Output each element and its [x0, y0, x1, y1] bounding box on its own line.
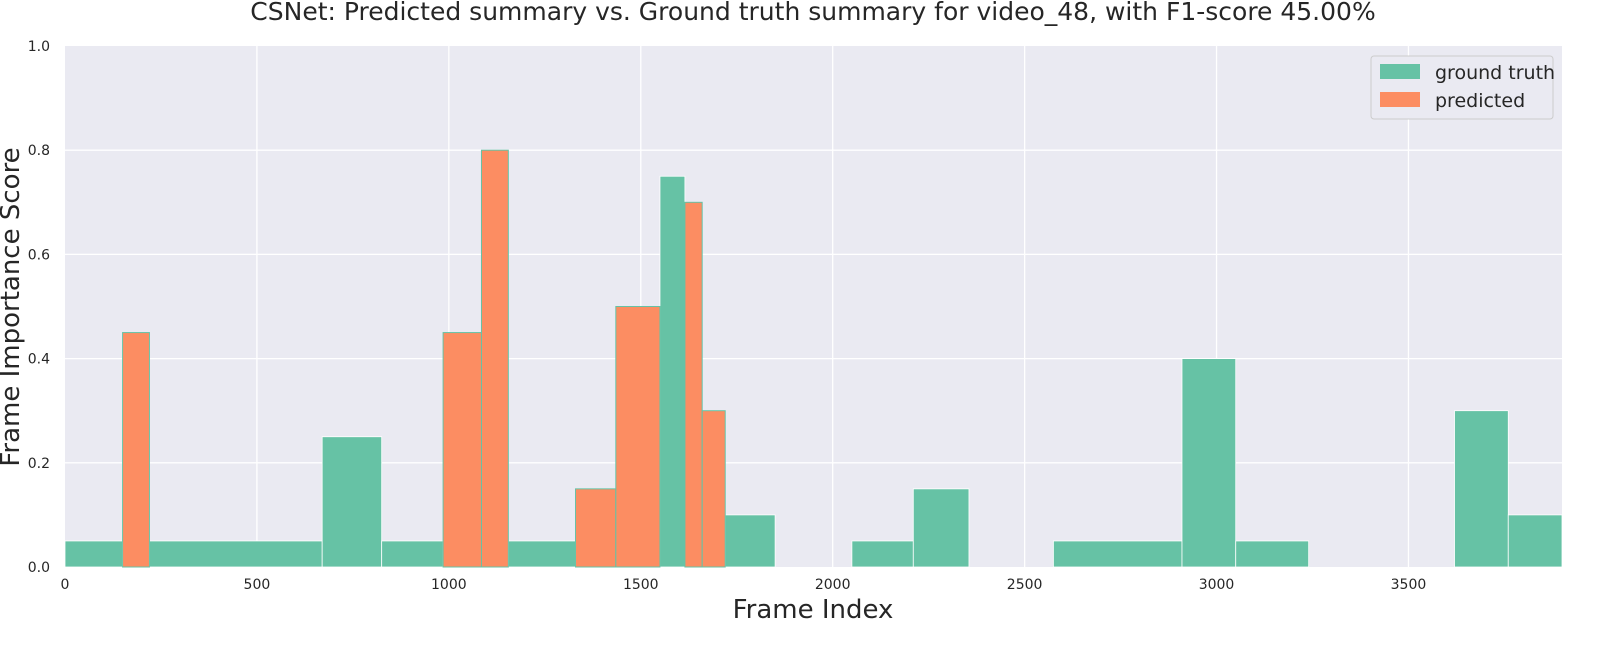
chart-title: CSNet: Predicted summary vs. Ground trut… — [250, 0, 1375, 26]
x-tick-label: 3000 — [1199, 577, 1235, 593]
y-axis-label: Frame Importance Score — [0, 147, 26, 466]
x-tick-label: 3500 — [1391, 577, 1427, 593]
y-tick-label: 0.8 — [28, 143, 50, 159]
y-tick-label: 0.6 — [28, 247, 50, 263]
x-ticks: 0 500 1000 1500 2000 2500 3000 3500 — [61, 577, 1427, 593]
ground-truth-bar — [1454, 410, 1509, 568]
legend: ground truth predicted — [1370, 55, 1555, 120]
legend-swatch-predicted — [1380, 92, 1420, 107]
y-tick-label: 0.2 — [28, 456, 50, 472]
bars — [64, 149, 1563, 568]
predicted-bar — [684, 201, 703, 568]
ground-truth-bar — [321, 436, 383, 568]
ground-truth-bar — [1181, 358, 1237, 568]
ground-truth-bar — [912, 488, 970, 568]
x-tick-label: 2000 — [815, 577, 851, 593]
legend-label-ground-truth: ground truth — [1435, 62, 1555, 84]
legend-swatch-ground-truth — [1380, 64, 1420, 79]
predicted-bar — [701, 410, 726, 568]
plot-area — [65, 46, 1562, 567]
x-axis-label: Frame Index — [733, 595, 894, 625]
ground-truth-bar — [149, 540, 323, 568]
y-tick-label: 0.0 — [28, 560, 50, 576]
grid — [65, 46, 1562, 567]
ground-truth-bar — [659, 175, 686, 568]
y-ticks: 0.0 0.2 0.4 0.6 0.8 1.0 — [28, 39, 50, 576]
predicted-bar — [575, 488, 617, 568]
ground-truth-bar — [507, 540, 576, 568]
x-tick-label: 2500 — [1007, 577, 1043, 593]
ground-truth-bar — [1235, 540, 1310, 568]
x-tick-label: 0 — [61, 577, 70, 593]
ground-truth-bar — [1053, 540, 1183, 568]
predicted-bar — [442, 332, 482, 568]
legend-label-predicted: predicted — [1435, 90, 1525, 112]
y-tick-label: 0.4 — [28, 352, 50, 368]
y-tick-label: 1.0 — [28, 39, 50, 55]
ground-truth-bar — [381, 540, 444, 568]
x-tick-label: 1000 — [431, 577, 467, 593]
ground-truth-bar — [851, 540, 914, 568]
predicted-bar — [480, 149, 509, 568]
ground-truth-bar — [724, 514, 776, 568]
x-tick-label: 500 — [244, 577, 271, 593]
ground-truth-bar — [64, 540, 123, 568]
ground-truth-bar — [1507, 514, 1563, 568]
predicted-bar — [615, 306, 661, 568]
predicted-bar — [122, 332, 150, 568]
x-tick-label: 1500 — [623, 577, 659, 593]
